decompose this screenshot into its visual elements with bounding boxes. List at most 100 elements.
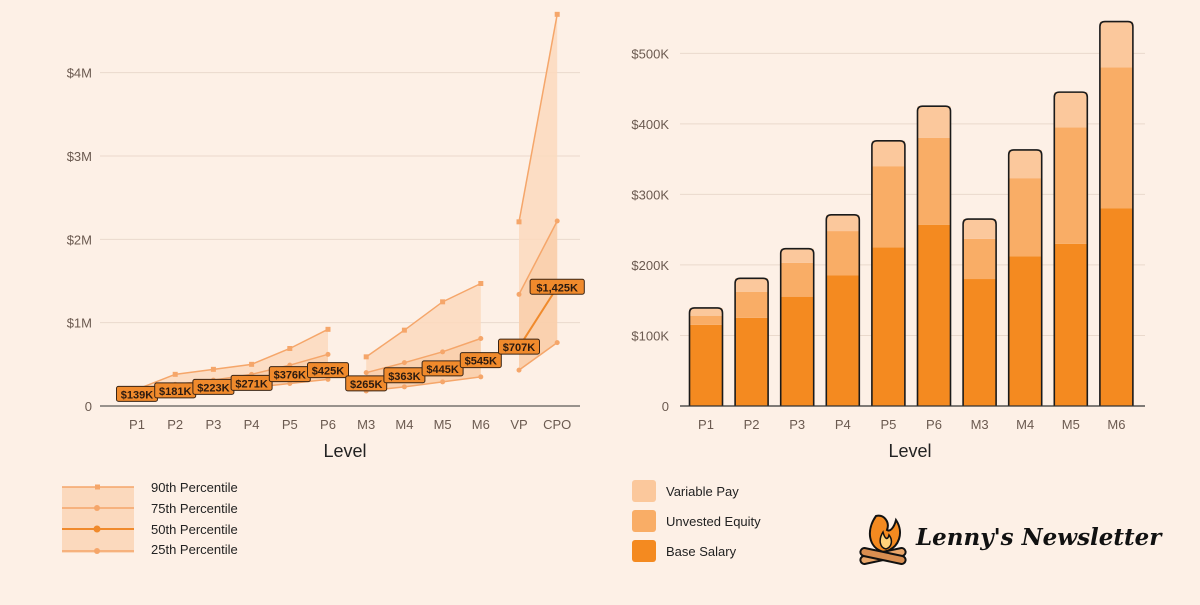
bar-outline <box>1099 20 1134 406</box>
median-data-label-box <box>345 375 388 392</box>
bar-outline <box>779 247 815 406</box>
bar-outline <box>871 139 906 406</box>
legend-swatch-variable-pay <box>632 480 656 502</box>
left-x-tick-label: P1 <box>129 417 145 432</box>
median-data-label-box <box>421 360 464 377</box>
right-x-tick-label: M6 <box>1107 417 1125 432</box>
bar-outline <box>825 214 861 406</box>
bar-segment-base-salary <box>780 296 814 406</box>
left-y-tick-label: 0 <box>85 399 92 414</box>
legend-item-variable-pay: Variable Pay <box>632 480 739 502</box>
series-line-90th-percentile <box>365 282 482 358</box>
point-25th-percentile <box>440 379 446 385</box>
legend-swatch-unvested-equity <box>632 510 656 532</box>
bar-segment-variable-pay <box>826 214 860 232</box>
bar-segment-unvested-equity <box>826 231 860 276</box>
series-line-90th-percentile <box>136 328 329 391</box>
brand-logo: Lenny's Newsletter <box>859 514 1163 565</box>
point-75th-percentile <box>478 336 484 341</box>
stacked-bar-chart: 0 $100K $200K $300K $400K $500K P1 P2 P3 P4 P5 P6 M3… <box>631 20 1145 432</box>
legend-marker-75th <box>94 505 100 511</box>
point-90th-percentile <box>401 327 407 333</box>
point-90th-percentile <box>516 219 522 225</box>
bar-segment-variable-pay <box>735 278 769 292</box>
bar-segment-unvested-equity <box>689 315 723 325</box>
left-x-tick-label: VP <box>510 417 527 432</box>
left-x-tick-label: P2 <box>167 417 183 432</box>
legend-item-75th: 75th Percentile <box>62 501 238 516</box>
median-data-label-box <box>529 278 585 295</box>
left-x-tick-label: M3 <box>357 417 375 432</box>
point-90th-percentile <box>554 11 560 17</box>
legend-item-base-salary: Base Salary <box>632 540 737 562</box>
bar-outline <box>916 105 952 406</box>
bar-segment-base-salary <box>963 279 997 406</box>
left-x-tick-label: M4 <box>395 417 413 432</box>
percentile-legend: 90th Percentile 75th Percentile 50th Per… <box>62 480 238 557</box>
bar-segment-variable-pay <box>1054 92 1088 128</box>
legend-label-unvested-equity: Unvested Equity <box>666 514 761 529</box>
point-75th-percentile <box>516 291 522 297</box>
component-legend: Variable Pay Unvested Equity Base Salary <box>632 480 761 562</box>
bar-segment-unvested-equity <box>963 238 997 280</box>
legend-label-75th: 75th Percentile <box>151 501 238 516</box>
bar-segment-variable-pay <box>917 106 951 138</box>
bar-segment-base-salary <box>1099 208 1133 406</box>
right-y-tick-label: $400K <box>631 117 669 132</box>
bar-segment-variable-pay <box>1099 21 1133 68</box>
left-y-tick-label: $4M <box>67 66 92 81</box>
series-line-90th-percentile <box>518 14 558 222</box>
point-90th-percentile <box>210 366 216 372</box>
legend-item-50th: 50th Percentile <box>62 522 238 537</box>
left-x-axis-title: Level <box>323 441 366 461</box>
legend-swatch-base-salary <box>632 540 656 562</box>
median-data-label-box <box>230 374 273 391</box>
left-x-tick-label: P6 <box>320 417 336 432</box>
point-25th-percentile <box>516 367 522 373</box>
legend-marker-50th <box>93 525 101 533</box>
bar-segment-variable-pay <box>780 248 814 263</box>
point-75th-percentile <box>401 360 407 366</box>
left-x-tick-label: M5 <box>434 417 452 432</box>
median-data-label-box <box>498 338 540 355</box>
bar-segment-unvested-equity <box>780 262 814 297</box>
bar-segment-base-salary <box>1008 256 1042 406</box>
series-line-50th-percentile <box>518 286 559 348</box>
legend-label-base-salary: Base Salary <box>666 544 737 559</box>
median-data-label: $223K <box>197 382 229 394</box>
median-data-label: $181K <box>159 386 191 398</box>
legend-item-90th: 90th Percentile <box>62 480 238 495</box>
bar-segment-unvested-equity <box>1054 127 1088 244</box>
right-x-tick-label: M5 <box>1062 417 1080 432</box>
median-data-label-box <box>307 362 349 379</box>
point-90th-percentile <box>478 281 484 286</box>
brand-name: Lenny's Newsletter <box>915 524 1163 551</box>
bar-segment-base-salary <box>871 247 905 406</box>
legend-band-swatch <box>62 487 134 553</box>
point-90th-percentile <box>172 371 178 377</box>
bar-segment-variable-pay <box>1008 149 1042 179</box>
point-25th-percentile <box>554 340 560 346</box>
median-data-label: $1,425K <box>536 282 578 294</box>
left-x-tick-label: CPO <box>543 417 571 432</box>
median-data-label: $545K <box>465 356 497 368</box>
bar-segment-variable-pay <box>963 219 997 239</box>
point-75th-percentile <box>440 349 446 355</box>
point-25th-percentile <box>478 374 484 380</box>
bar-segment-base-salary <box>826 275 860 406</box>
right-y-tick-label: $100K <box>631 328 669 343</box>
bar-outline <box>962 218 997 406</box>
legend-item-25th: 25th Percentile <box>62 542 238 557</box>
bar-outline <box>688 307 724 406</box>
right-x-tick-label: M4 <box>1016 417 1034 432</box>
right-y-tick-label: $500K <box>631 46 669 61</box>
bar-outline <box>1007 149 1043 406</box>
series-line-75th-percentile <box>518 220 558 295</box>
bar-segment-variable-pay <box>689 307 723 316</box>
right-x-tick-label: P6 <box>926 417 942 432</box>
right-y-tick-label: $200K <box>631 258 669 273</box>
point-90th-percentile <box>440 299 446 305</box>
point-75th-percentile <box>363 370 369 376</box>
